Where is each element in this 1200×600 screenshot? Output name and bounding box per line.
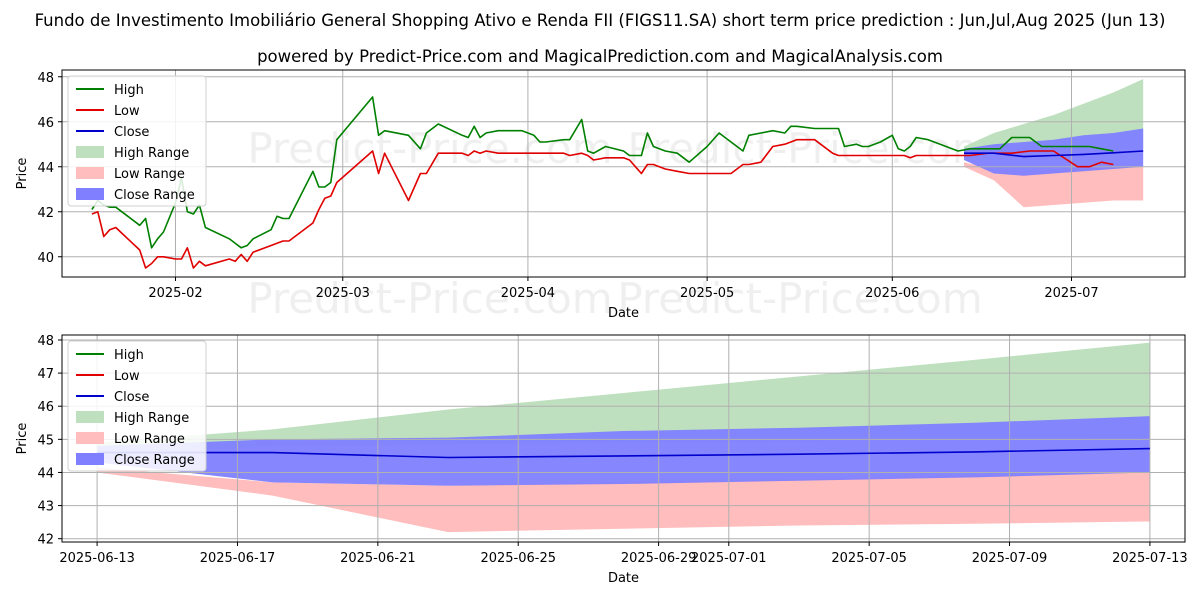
legend-label: Low (114, 104, 140, 119)
x-tick-label: 2025-07 (1044, 286, 1098, 301)
y-tick-label: 42 (37, 533, 54, 548)
y-tick-label: 43 (37, 500, 54, 515)
x-tick-label: 2025-03 (316, 286, 370, 301)
x-tick-label: 2025-06 (865, 286, 919, 301)
lower-chart: Predict-Price.comPredict-Price.com424344… (15, 334, 1188, 586)
x-tick-label: 2025-06-21 (340, 551, 416, 566)
legend-label: Close Range (114, 188, 195, 203)
legend-swatch-low-range (76, 167, 104, 179)
x-tick-label: 2025-07-05 (831, 551, 907, 566)
y-tick-label: 44 (37, 161, 54, 176)
watermark-text: Predict-Price.com (617, 274, 982, 323)
x-tick-label: 2025-05 (680, 286, 734, 301)
close-series-line (97, 447, 1150, 459)
y-tick-label: 48 (37, 334, 54, 349)
low-range-band (97, 467, 1150, 533)
legend-swatch-high-range (76, 411, 104, 423)
legend-swatch-close-range (76, 453, 104, 465)
x-tick-label: 2025-06-17 (200, 551, 276, 566)
legend-label: High Range (114, 146, 189, 161)
watermark-text: Predict-Price.com (627, 124, 992, 173)
legend-swatch-low-range (76, 432, 104, 444)
y-tick-label: 48 (37, 71, 54, 86)
x-tick-label: 2025-06-13 (59, 551, 135, 566)
watermark-text: Predict-Price.com (247, 124, 612, 173)
plot-frame (61, 69, 1186, 278)
close-series-line (964, 150, 1144, 158)
legend-label: Close Range (114, 453, 195, 468)
x-axis-label: Date (608, 571, 639, 586)
legend-label: Low Range (114, 167, 185, 182)
y-tick-label: 44 (37, 466, 54, 481)
close-range-band (97, 416, 1150, 486)
legend-label: Close (114, 390, 149, 405)
x-tick-label: 2025-02 (148, 286, 202, 301)
legend-label: High (114, 83, 144, 98)
legend-label: High (114, 348, 144, 363)
watermark-text: Predict-Price.com (247, 274, 612, 323)
upper-chart: Predict-Price.com Predict-Price.comPredic… (15, 69, 1186, 323)
legend-label: Close (114, 125, 149, 140)
x-tick-label: 2025-06-25 (480, 551, 556, 566)
low-series-line (91, 138, 1114, 269)
chart-title: Fundo de Investimento Imobiliário Genera… (35, 11, 1166, 30)
y-tick-label: 45 (37, 433, 54, 448)
high-series-line (91, 96, 1114, 249)
x-tick-label: 2025-04 (501, 286, 555, 301)
x-axis-label: Date (608, 306, 639, 321)
y-axis-label: Price (15, 423, 30, 455)
x-tick-label: 2025-07-13 (1112, 551, 1188, 566)
y-tick-label: 40 (37, 251, 54, 266)
x-tick-label: 2025-07-01 (691, 551, 767, 566)
x-tick-label: 2025-07-09 (972, 551, 1048, 566)
chart-subtitle: powered by Predict-Price.com and Magical… (257, 47, 943, 66)
legend-swatch-close-range (76, 188, 104, 200)
y-tick-label: 42 (37, 206, 54, 221)
legend-label: High Range (114, 411, 189, 426)
legend-label: Low (114, 369, 140, 384)
y-tick-label: 46 (37, 116, 54, 131)
x-tick-label: 2025-06-29 (621, 551, 697, 566)
y-tick-label: 46 (37, 400, 54, 415)
plot-frame (61, 334, 1186, 543)
legend-swatch-high-range (76, 146, 104, 158)
legend-label: Low Range (114, 432, 185, 447)
y-tick-label: 47 (37, 367, 54, 382)
y-axis-label: Price (15, 158, 30, 190)
